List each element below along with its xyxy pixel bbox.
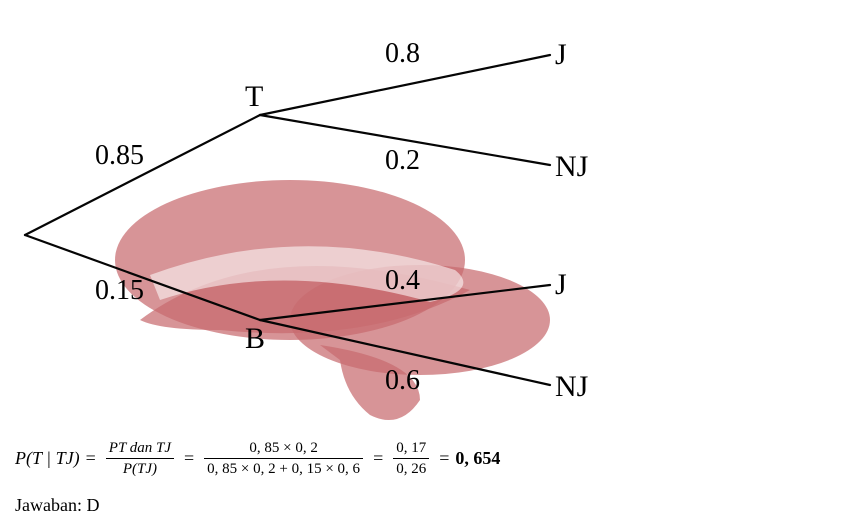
- frac3-num: 0, 17: [393, 440, 429, 457]
- probability-tree: [0, 0, 862, 430]
- edge-probability-label: 0.4: [385, 265, 420, 297]
- fraction-symbolic: PT dan TJ P(TJ): [106, 440, 174, 477]
- tree-node-label: J: [555, 38, 567, 72]
- fraction-numeric-expanded: 0, 85 × 0, 2 0, 85 × 0, 2 + 0, 15 × 0, 6: [204, 440, 363, 477]
- tree-node-label: B: [245, 322, 265, 356]
- frac2-den: 0, 85 × 0, 2 + 0, 15 × 0, 6: [204, 461, 363, 478]
- frac1-num: PT dan TJ: [106, 440, 174, 457]
- fraction-simplified: 0, 17 0, 26: [393, 440, 429, 477]
- edge-probability-label: 0.15: [95, 275, 144, 307]
- frac1-den: P(TJ): [120, 461, 160, 478]
- tree-node-label: T: [245, 80, 263, 114]
- tree-node-label: NJ: [555, 150, 588, 184]
- formula-lhs: P(T | TJ): [15, 448, 80, 469]
- edge-probability-label: 0.6: [385, 365, 420, 397]
- tree-node-label: NJ: [555, 370, 588, 404]
- edge-probability-label: 0.85: [95, 140, 144, 172]
- edge-probability-label: 0.8: [385, 38, 420, 70]
- tree-node-label: J: [555, 268, 567, 302]
- frac3-den: 0, 26: [393, 461, 429, 478]
- answer-line: Jawaban: D: [15, 495, 99, 516]
- frac2-num: 0, 85 × 0, 2: [246, 440, 320, 457]
- equals-sign: =: [86, 448, 96, 469]
- equals-sign: =: [184, 448, 194, 469]
- bayes-formula: P(T | TJ) = PT dan TJ P(TJ) = 0, 85 × 0,…: [15, 440, 500, 477]
- equals-sign: =: [439, 448, 449, 469]
- formula-result: 0, 654: [455, 448, 500, 469]
- equals-sign: =: [373, 448, 383, 469]
- edge-probability-label: 0.2: [385, 145, 420, 177]
